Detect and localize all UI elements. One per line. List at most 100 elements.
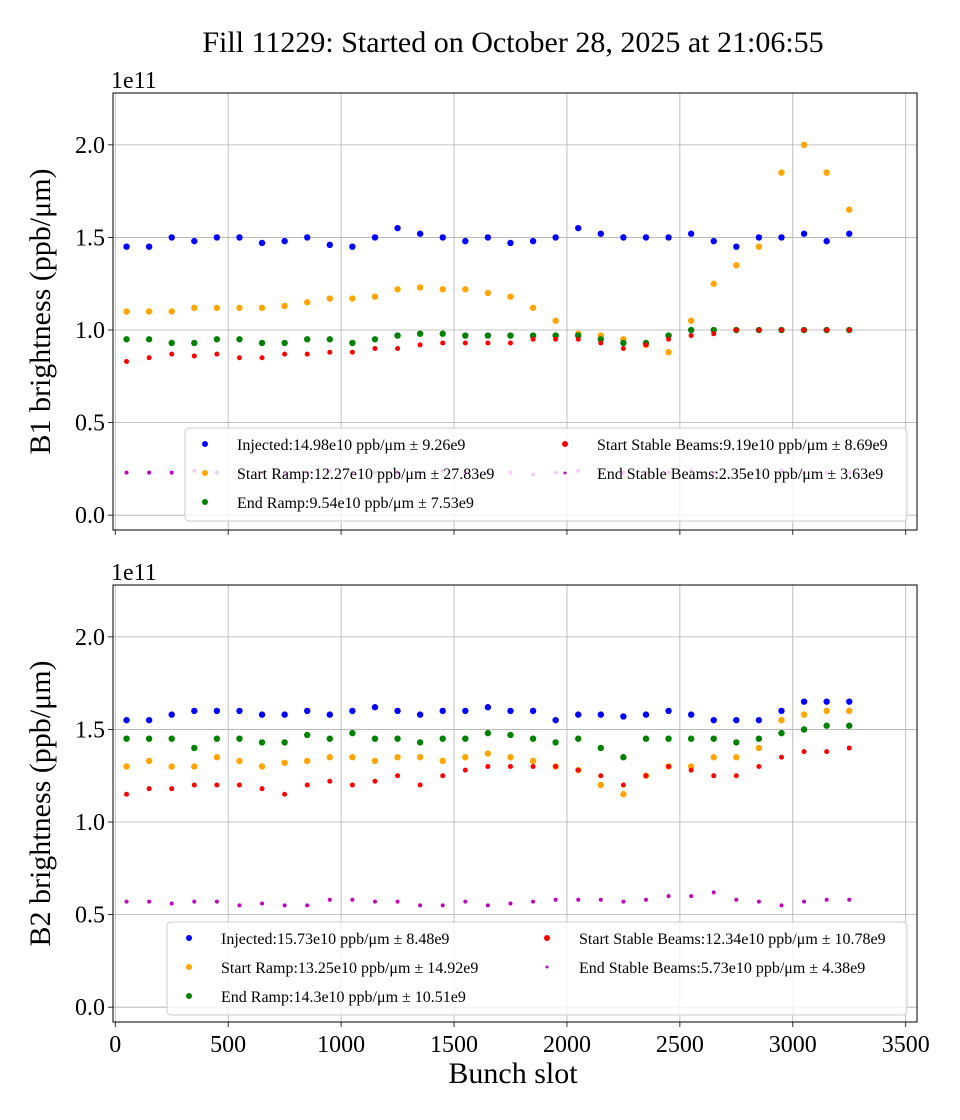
data-point (462, 735, 469, 742)
data-point (372, 778, 378, 784)
data-point (281, 711, 288, 718)
data-point (371, 704, 379, 711)
data-point (462, 767, 468, 773)
data-point (597, 781, 605, 789)
data-point (326, 754, 334, 761)
data-point (282, 791, 288, 797)
b2-brightness-plot: 0 500 1000 1500 2000 2500 3000 3500 0.0 0.5 1.0 1.5… (24, 560, 930, 1058)
data-point (733, 243, 740, 250)
y-offset-label: 1e11 (111, 68, 157, 94)
data-point (529, 757, 537, 765)
data-point (800, 141, 808, 149)
data-point (168, 763, 175, 770)
y-tick-label: 1.5 (75, 225, 105, 251)
data-point (281, 759, 288, 766)
data-point (846, 722, 853, 729)
data-point (778, 729, 785, 737)
data-point (733, 327, 739, 333)
data-point (846, 698, 853, 705)
plot-frame (112, 92, 918, 531)
data-point (305, 903, 310, 908)
data-point (733, 262, 740, 269)
data-point (846, 327, 852, 333)
data-point (169, 786, 175, 792)
legend-marker (186, 964, 192, 970)
data-point (145, 757, 153, 765)
data-point (552, 317, 559, 324)
data-point (507, 754, 514, 761)
data-point (394, 332, 401, 339)
data-point (687, 230, 695, 237)
data-point (281, 739, 288, 746)
legend-label: Injected:15.73e10 ppb/μm ± 8.48e9 (221, 931, 449, 948)
data-point (823, 698, 830, 705)
legend-marker (563, 471, 567, 475)
data-point (326, 711, 334, 718)
data-point (304, 782, 310, 788)
data-point (281, 302, 288, 310)
data-point (213, 707, 221, 715)
data-point (191, 782, 197, 788)
data-point (191, 707, 198, 715)
data-point (394, 735, 401, 742)
data-point (756, 763, 762, 769)
data-point (145, 243, 153, 250)
data-point (507, 763, 513, 769)
data-point (800, 230, 808, 237)
data-point (417, 782, 423, 788)
data-point (484, 750, 492, 757)
data-point (191, 237, 198, 245)
data-point (710, 237, 717, 245)
data-point (553, 897, 558, 902)
data-point (371, 757, 379, 765)
data-point (755, 234, 763, 241)
data-point (236, 735, 243, 742)
data-point (687, 711, 695, 718)
legend-box (184, 427, 908, 522)
data-point (168, 339, 175, 347)
x-tick-label: 2500 (656, 1032, 704, 1058)
data-point (801, 327, 807, 333)
data-point (462, 707, 469, 715)
data-point (710, 280, 717, 287)
legend-marker (202, 499, 208, 505)
legend-marker (202, 470, 208, 476)
data-point (484, 332, 492, 339)
data-point (823, 722, 830, 729)
data-point (304, 299, 311, 306)
data-point (237, 903, 242, 908)
data-point (530, 336, 536, 342)
y-tick-label: 2.0 (75, 133, 105, 159)
data-point (529, 735, 537, 742)
data-point (371, 234, 379, 241)
data-point (643, 773, 649, 779)
data-point (349, 729, 356, 737)
legend-label: Start Ramp:12.27e10 ppb/μm ± 27.83e9 (237, 466, 494, 483)
data-point (598, 897, 603, 902)
data-point (687, 763, 695, 770)
data-point (665, 332, 672, 339)
y-tick-label: 0.5 (75, 903, 105, 929)
data-point (191, 304, 198, 311)
y-axis-label: B2 brightness (ppb/μm) (24, 660, 57, 946)
legend-marker (202, 441, 208, 447)
data-point (755, 243, 763, 250)
data-point (236, 355, 242, 361)
data-point (259, 355, 265, 361)
data-point (733, 754, 740, 761)
data-point (349, 707, 356, 715)
data-point (531, 899, 536, 904)
data-point (213, 735, 221, 742)
data-point (529, 707, 537, 715)
data-point (304, 731, 311, 739)
data-point (236, 336, 243, 343)
x-tick-label: 2000 (543, 1032, 591, 1058)
legend-label: End Ramp:9.54e10 ppb/μm ± 7.53e9 (237, 495, 474, 512)
x-tick-label: 1500 (430, 1032, 478, 1058)
data-point (620, 713, 627, 720)
data-point (146, 786, 152, 792)
data-point (484, 234, 492, 241)
data-point (169, 901, 174, 906)
data-point (236, 234, 243, 241)
